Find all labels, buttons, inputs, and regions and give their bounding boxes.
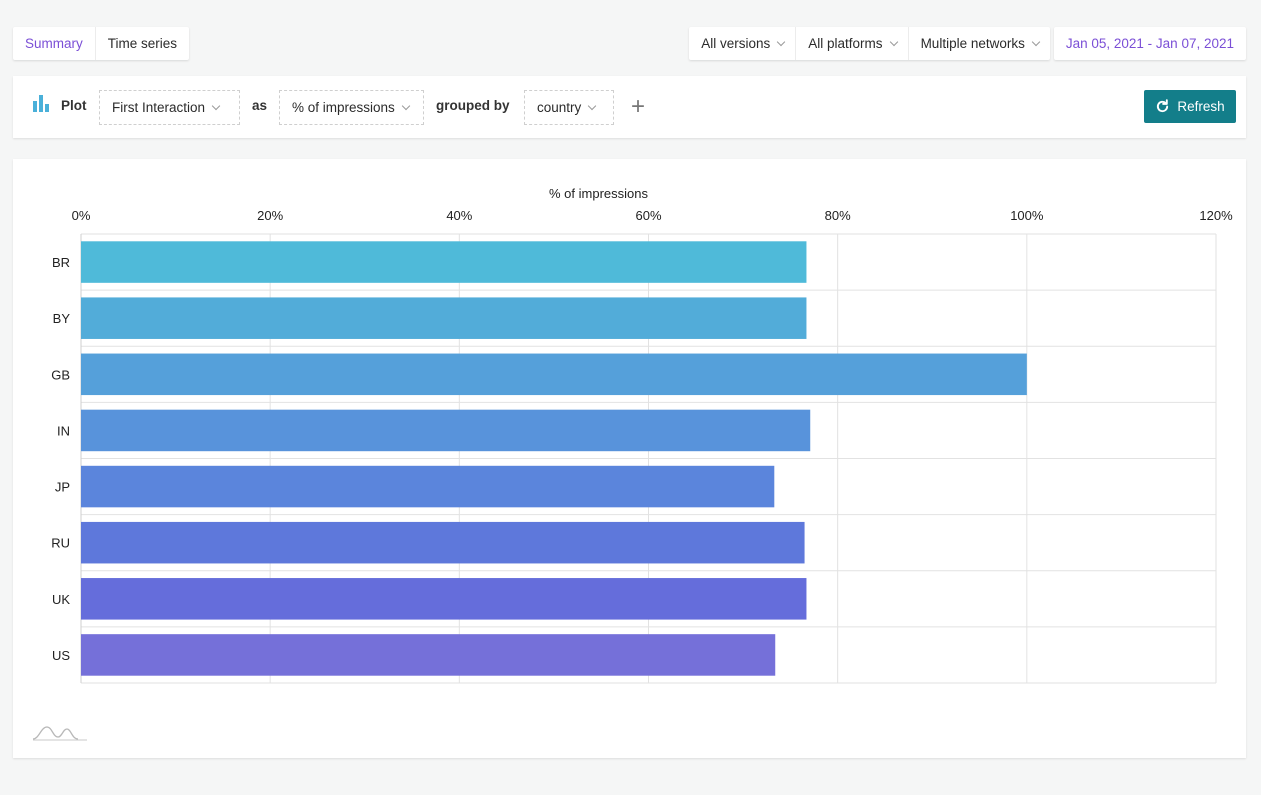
chevron-down-icon xyxy=(777,37,786,46)
chevron-down-icon xyxy=(401,101,411,110)
category-label: GB xyxy=(51,367,70,382)
tab-summary[interactable]: Summary xyxy=(25,36,83,51)
networks-dropdown[interactable]: Multiple networks xyxy=(907,27,1050,60)
bar-chart: % of impressions 0% 20% 40% 60% 80% 100% 120% BR… xyxy=(51,186,1233,684)
bar-in xyxy=(81,409,811,452)
refresh-label: Refresh xyxy=(1177,99,1225,114)
x-tick-label: 80% xyxy=(825,208,851,223)
versions-dropdown[interactable]: All versions xyxy=(689,27,795,60)
metric-select[interactable]: First Interaction xyxy=(99,90,240,125)
bar-by xyxy=(81,297,807,339)
x-tick-label: 40% xyxy=(446,208,472,223)
filter-group: All versions All platforms Multiple netw… xyxy=(689,27,1050,60)
category-label: BR xyxy=(52,255,70,270)
x-tick-label: 20% xyxy=(257,208,283,223)
x-tick-label: 100% xyxy=(1010,208,1044,223)
platforms-dropdown[interactable]: All platforms xyxy=(795,27,907,60)
bar-chart-icon xyxy=(33,95,50,112)
grouped-by-label: grouped by xyxy=(436,98,510,113)
category-label: IN xyxy=(57,423,70,438)
x-axis-title: % of impressions xyxy=(549,186,648,201)
logo-icon xyxy=(32,726,87,741)
chevron-down-icon xyxy=(588,101,597,110)
bar-ru xyxy=(81,521,805,564)
metric-value: First Interaction xyxy=(112,100,206,115)
tab-time-series[interactable]: Time series xyxy=(94,27,189,60)
category-label: JP xyxy=(55,480,70,495)
category-label: UK xyxy=(52,592,70,607)
bar-br xyxy=(81,241,807,283)
as-label: as xyxy=(252,98,268,113)
bar-uk xyxy=(81,578,807,620)
query-bar: Plot First Interaction as % of impressio… xyxy=(13,76,1246,138)
chevron-down-icon xyxy=(1031,37,1041,46)
bar-us xyxy=(81,634,776,676)
category-label: BY xyxy=(53,311,71,326)
plus-icon[interactable]: + xyxy=(630,93,645,120)
bar-jp xyxy=(81,465,775,508)
measure-value: % of impressions xyxy=(292,100,395,115)
group-select[interactable]: country xyxy=(524,90,614,125)
category-label: US xyxy=(52,648,70,663)
platforms-label: All platforms xyxy=(808,36,883,51)
plot-label: Plot xyxy=(61,98,87,113)
chevron-down-icon xyxy=(211,101,221,110)
x-tick-label: 120% xyxy=(1199,208,1233,223)
category-label: RU xyxy=(51,536,70,551)
refresh-button[interactable]: Refresh xyxy=(1144,90,1236,123)
measure-select[interactable]: % of impressions xyxy=(279,90,424,125)
bar-gb xyxy=(81,353,1027,396)
networks-label: Multiple networks xyxy=(920,36,1025,51)
filter-bar: All versions All platforms Multiple netw… xyxy=(689,27,1246,60)
group-value: country xyxy=(537,100,582,115)
view-tabs: Summary Time series xyxy=(13,27,190,60)
chart-card: % of impressions 0% 20% 40% 60% 80% 100% 120% BR… xyxy=(13,159,1246,758)
versions-label: All versions xyxy=(701,36,771,51)
chevron-down-icon xyxy=(889,37,898,46)
x-tick-label: 60% xyxy=(635,208,661,223)
x-tick-label: 0% xyxy=(72,208,91,223)
date-range-picker[interactable]: Jan 05, 2021 - Jan 07, 2021 xyxy=(1053,27,1246,60)
refresh-icon xyxy=(1157,99,1169,113)
